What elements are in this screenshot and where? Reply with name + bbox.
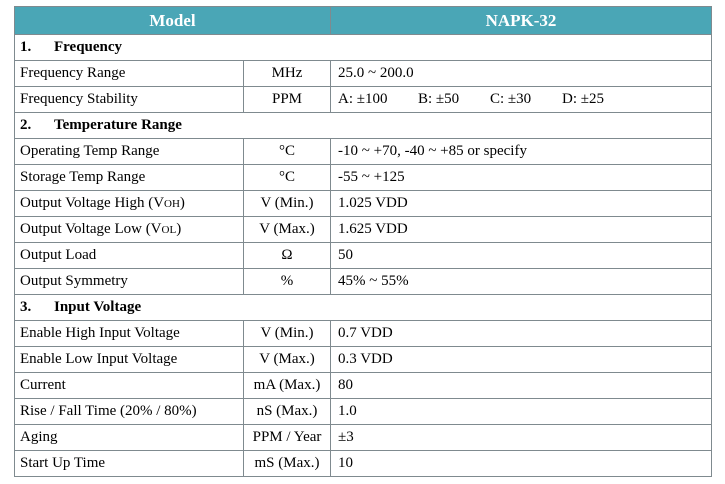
param-cell: Operating Temp Range: [14, 138, 244, 165]
table-row: Operating Temp Range °C -10 ~ +70, -40 ~…: [14, 138, 712, 165]
section-title: Input Voltage: [54, 299, 142, 315]
section-row-temperature: 2. Temperature Range: [14, 112, 712, 139]
table-row: Frequency Stability PPM A: ±100 B: ±50 C: …: [14, 86, 712, 113]
param-cell: Storage Temp Range: [14, 164, 244, 191]
table-row: Rise / Fall Time (20% / 80%) nS (Max.) 1…: [14, 398, 712, 425]
unit-cell: °C: [243, 164, 331, 191]
param-text: Output Voltage Low (V: [20, 221, 162, 237]
section-number: 1.: [20, 39, 32, 55]
table-row: Output Voltage High (VOH) V (Min.) 1.025…: [14, 190, 712, 217]
unit-cell: V (Min.): [243, 320, 331, 347]
param-cell: Output Symmetry: [14, 268, 244, 295]
value-cell: 10: [330, 450, 712, 477]
param-cell: Aging: [14, 424, 244, 451]
value-cell: 80: [330, 372, 712, 399]
header-model-name: NAPK-32: [330, 6, 712, 35]
table-row: Enable Low Input Voltage V (Max.) 0.3 VD…: [14, 346, 712, 373]
unit-cell: °C: [243, 138, 331, 165]
value-cell: 1.625 VDD: [330, 216, 712, 243]
value-cell: 25.0 ~ 200.0: [330, 60, 712, 87]
unit-cell: V (Min.): [243, 190, 331, 217]
section-number: 2.: [20, 117, 32, 133]
unit-cell: PPM: [243, 86, 331, 113]
param-text-end: ): [176, 221, 182, 237]
param-cell: Enable High Input Voltage: [14, 320, 244, 347]
param-cell: Current: [14, 372, 244, 399]
value-cell: 1.0: [330, 398, 712, 425]
param-cell: Rise / Fall Time (20% / 80%): [14, 398, 244, 425]
value-cell: -55 ~ +125: [330, 164, 712, 191]
unit-cell: V (Max.): [243, 346, 331, 373]
header-row: Model NAPK-32: [14, 6, 712, 35]
value-cell: 50: [330, 242, 712, 269]
param-subscript: OH: [164, 198, 180, 210]
section-number: 3.: [20, 299, 32, 315]
unit-cell: mA (Max.): [243, 372, 331, 399]
stability-option-a: A: ±100: [338, 91, 388, 107]
param-cell: Frequency Range: [14, 60, 244, 87]
value-cell: 0.3 VDD: [330, 346, 712, 373]
value-cell: -10 ~ +70, -40 ~ +85 or specify: [330, 138, 712, 165]
table-row: Enable High Input Voltage V (Min.) 0.7 V…: [14, 320, 712, 347]
unit-cell: V (Max.): [243, 216, 331, 243]
section-row-frequency: 1. Frequency: [14, 34, 712, 61]
table-row: Output Voltage Low (VOL) V (Max.) 1.625 …: [14, 216, 712, 243]
section-row-input-voltage: 3. Input Voltage: [14, 294, 712, 321]
param-cell: Start Up Time: [14, 450, 244, 477]
header-model-label: Model: [14, 6, 331, 35]
section-title: Frequency: [54, 39, 123, 55]
unit-cell: PPM / Year: [243, 424, 331, 451]
value-cell: A: ±100 B: ±50 C: ±30 D: ±25: [330, 86, 712, 113]
unit-cell: MHz: [243, 60, 331, 87]
table-row: Current mA (Max.) 80: [14, 372, 712, 399]
param-cell: Frequency Stability: [14, 86, 244, 113]
value-cell: 45% ~ 55%: [330, 268, 712, 295]
value-cell: 1.025 VDD: [330, 190, 712, 217]
section-title: Temperature Range: [54, 117, 182, 133]
table-row: Output Symmetry % 45% ~ 55%: [14, 268, 712, 295]
table-row: Storage Temp Range °C -55 ~ +125: [14, 164, 712, 191]
param-cell: Output Voltage High (VOH): [14, 190, 244, 217]
stability-option-b: B: ±50: [418, 91, 460, 107]
param-subscript: OL: [161, 224, 177, 236]
table-row: Frequency Range MHz 25.0 ~ 200.0: [14, 60, 712, 87]
stability-option-c: C: ±30: [490, 91, 532, 107]
unit-cell: %: [243, 268, 331, 295]
param-cell: Enable Low Input Voltage: [14, 346, 244, 373]
param-cell: Output Load: [14, 242, 244, 269]
value-cell: ±3: [330, 424, 712, 451]
stability-option-d: D: ±25: [562, 91, 604, 107]
param-text-end: ): [179, 195, 185, 211]
param-cell: Output Voltage Low (VOL): [14, 216, 244, 243]
unit-cell: mS (Max.): [243, 450, 331, 477]
table-row: Aging PPM / Year ±3: [14, 424, 712, 451]
spec-table: Model NAPK-32 1. Frequency Frequency Rang…: [14, 6, 712, 477]
value-cell: 0.7 VDD: [330, 320, 712, 347]
table-row: Start Up Time mS (Max.) 10: [14, 450, 712, 477]
unit-cell: Ω: [243, 242, 331, 269]
unit-cell: nS (Max.): [243, 398, 331, 425]
table-row: Output Load Ω 50: [14, 242, 712, 269]
param-text: Output Voltage High (V: [20, 195, 165, 211]
